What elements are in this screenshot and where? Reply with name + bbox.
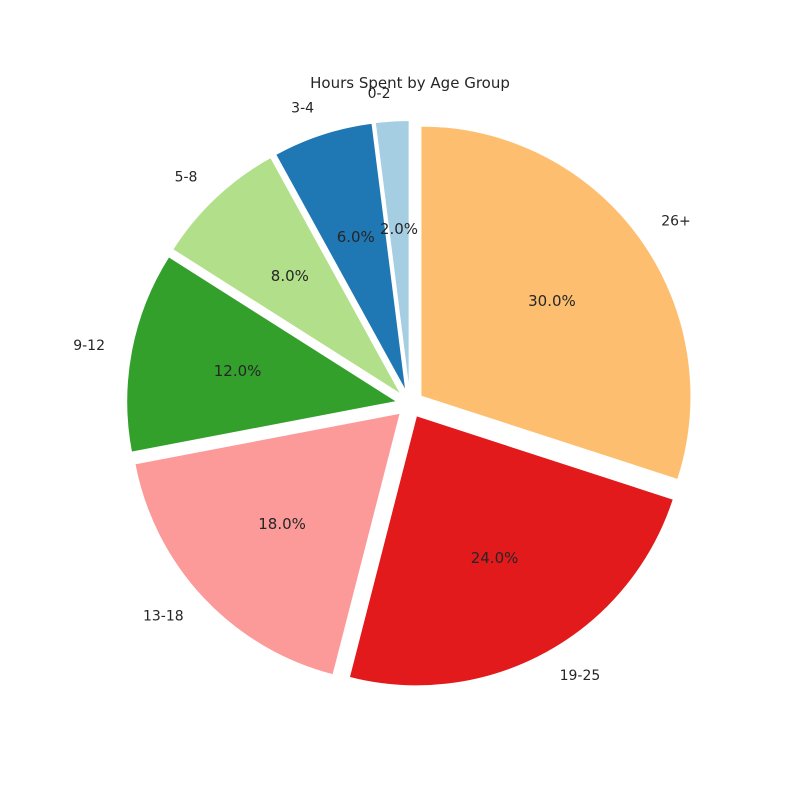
pie-slice-13-18: [134, 412, 401, 676]
percent-label-9-12: 12.0%: [214, 362, 262, 380]
category-labels: 0-2 3-4 5-8 9-12 13-18 19-25 26+: [73, 86, 691, 684]
category-label-0-2: 0-2: [368, 86, 391, 102]
category-label-5-8: 5-8: [175, 170, 198, 186]
percent-labels: 2.0% 6.0% 8.0% 12.0% 18.0% 24.0% 30.0%: [214, 220, 576, 567]
category-label-3-4: 3-4: [291, 101, 314, 117]
percent-label-26+: 30.0%: [528, 292, 576, 310]
pie-slice-0-2: [374, 120, 410, 391]
category-label-19-25: 19-25: [560, 668, 601, 684]
category-label-13-18: 13-18: [143, 609, 184, 625]
percent-label-0-2: 2.0%: [380, 220, 418, 238]
pie-slice-5-8: [172, 156, 402, 395]
category-label-9-12: 9-12: [73, 338, 105, 354]
percent-label-13-18: 18.0%: [258, 515, 306, 533]
pie-slices: [126, 120, 692, 687]
pie-slice-19-25: [348, 415, 674, 687]
category-label-26+: 26+: [661, 213, 691, 229]
pie-slice-26+: [420, 125, 692, 481]
pie-slice-9-12: [126, 256, 399, 453]
pie-slice-3-4: [275, 122, 407, 392]
percent-label-5-8: 8.0%: [271, 267, 309, 285]
chart-title: Hours Spent by Age Group: [310, 74, 510, 92]
percent-label-19-25: 24.0%: [471, 549, 519, 567]
percent-label-3-4: 6.0%: [337, 228, 375, 246]
